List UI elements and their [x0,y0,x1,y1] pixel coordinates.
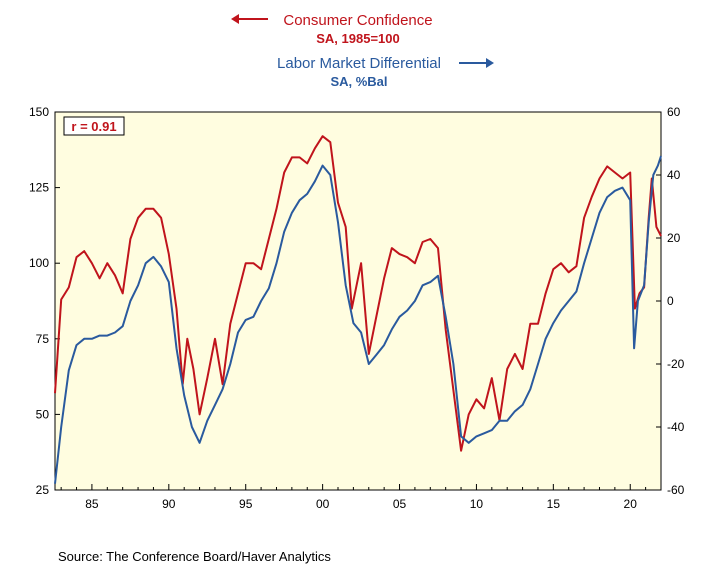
x-axis-tick-label: 85 [85,497,99,511]
left-axis-tick-label: 150 [29,105,49,119]
legend-red-sub: SA, 1985=100 [316,31,399,46]
right-axis-tick-label: -20 [667,357,685,371]
legend-arrow-right-icon [486,58,494,68]
right-axis-tick-label: -40 [667,420,685,434]
x-axis-tick-label: 05 [393,497,407,511]
x-axis-tick-label: 95 [239,497,253,511]
chart-root: Consumer Confidence SA, 1985=100 Labor M… [0,0,725,567]
right-axis-tick-label: 0 [667,294,674,308]
right-axis-tick-label: 20 [667,231,681,245]
x-axis-tick-label: 15 [547,497,561,511]
legend-blue-title: Labor Market Differential [277,55,441,72]
left-axis-tick-label: 50 [36,407,50,421]
right-axis-tick-label: -60 [667,483,685,497]
legend-labor-market: Labor Market Differential SA, %Bal [277,55,494,89]
legend-blue-sub: SA, %Bal [330,74,387,89]
legend-red-title: Consumer Confidence [283,12,432,29]
left-axis-tick-label: 125 [29,181,49,195]
x-axis-tick-label: 00 [316,497,330,511]
left-axis-tick-label: 75 [36,332,50,346]
right-axis-tick-label: 60 [667,105,681,119]
legend-consumer-confidence: Consumer Confidence SA, 1985=100 [231,12,433,46]
plot-area [55,112,661,490]
left-axis-tick-label: 25 [36,483,50,497]
right-axis-tick-label: 40 [667,168,681,182]
x-axis-tick-label: 90 [162,497,176,511]
x-axis-tick-label: 20 [624,497,638,511]
left-axis-tick-label: 100 [29,256,49,270]
correlation-label: r = 0.91 [71,119,116,134]
correlation-box: r = 0.91 [64,117,124,135]
legend-arrow-left-icon [231,14,239,24]
source-note: Source: The Conference Board/Haver Analy… [58,549,331,564]
x-axis-tick-label: 10 [470,497,484,511]
